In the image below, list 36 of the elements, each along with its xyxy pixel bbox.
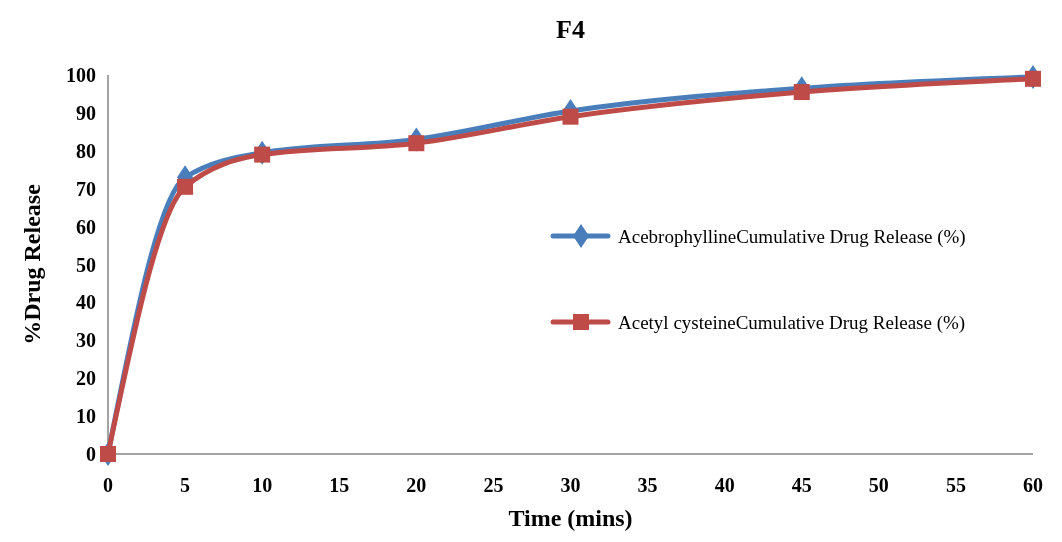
y-tick-label: 60 (76, 215, 96, 238)
x-tick-label: 15 (329, 474, 350, 496)
x-tick-label: 10 (252, 474, 273, 496)
y-tick-label: 50 (76, 253, 96, 276)
x-tick-label: 50 (868, 474, 889, 496)
x-tick-label: 60 (1023, 474, 1043, 496)
x-tick-label: 35 (637, 474, 658, 496)
x-tick-label: 0 (103, 474, 113, 496)
y-tick-label: 40 (76, 291, 96, 314)
x-tick-label: 5 (180, 474, 191, 496)
point (562, 108, 579, 125)
x-tick-label: 20 (406, 474, 427, 496)
x-tick-label: 55 (945, 474, 966, 496)
point (793, 84, 810, 101)
x-tick-label: 45 (791, 474, 812, 496)
y-tick-label: 90 (76, 101, 96, 124)
chart-title: F4 (556, 15, 585, 44)
y-tick-label: 100 (66, 64, 96, 86)
y-tick-label: 0 (86, 443, 96, 465)
point (177, 178, 194, 195)
y-tick-label: 20 (76, 367, 96, 390)
x-axis-title: Time (mins) (508, 505, 633, 531)
x-tick-label: 25 (483, 474, 504, 496)
legend-label: AcebrophyllineCumulative Drug Release (%) (618, 225, 966, 248)
y-tick-label: 30 (76, 329, 96, 352)
legend-label: Acetyl cysteineCumulative Drug Release (%) (618, 311, 966, 334)
point (408, 135, 425, 152)
point (1025, 70, 1041, 87)
y-tick-label: 10 (76, 405, 96, 428)
point (100, 446, 116, 462)
y-axis-title: %Drug Release (19, 183, 45, 345)
x-tick-label: 40 (714, 474, 735, 496)
y-tick-label: 70 (76, 177, 96, 200)
y-tick-label: 80 (76, 139, 96, 162)
x-tick-label: 30 (560, 474, 581, 496)
point (254, 146, 271, 163)
